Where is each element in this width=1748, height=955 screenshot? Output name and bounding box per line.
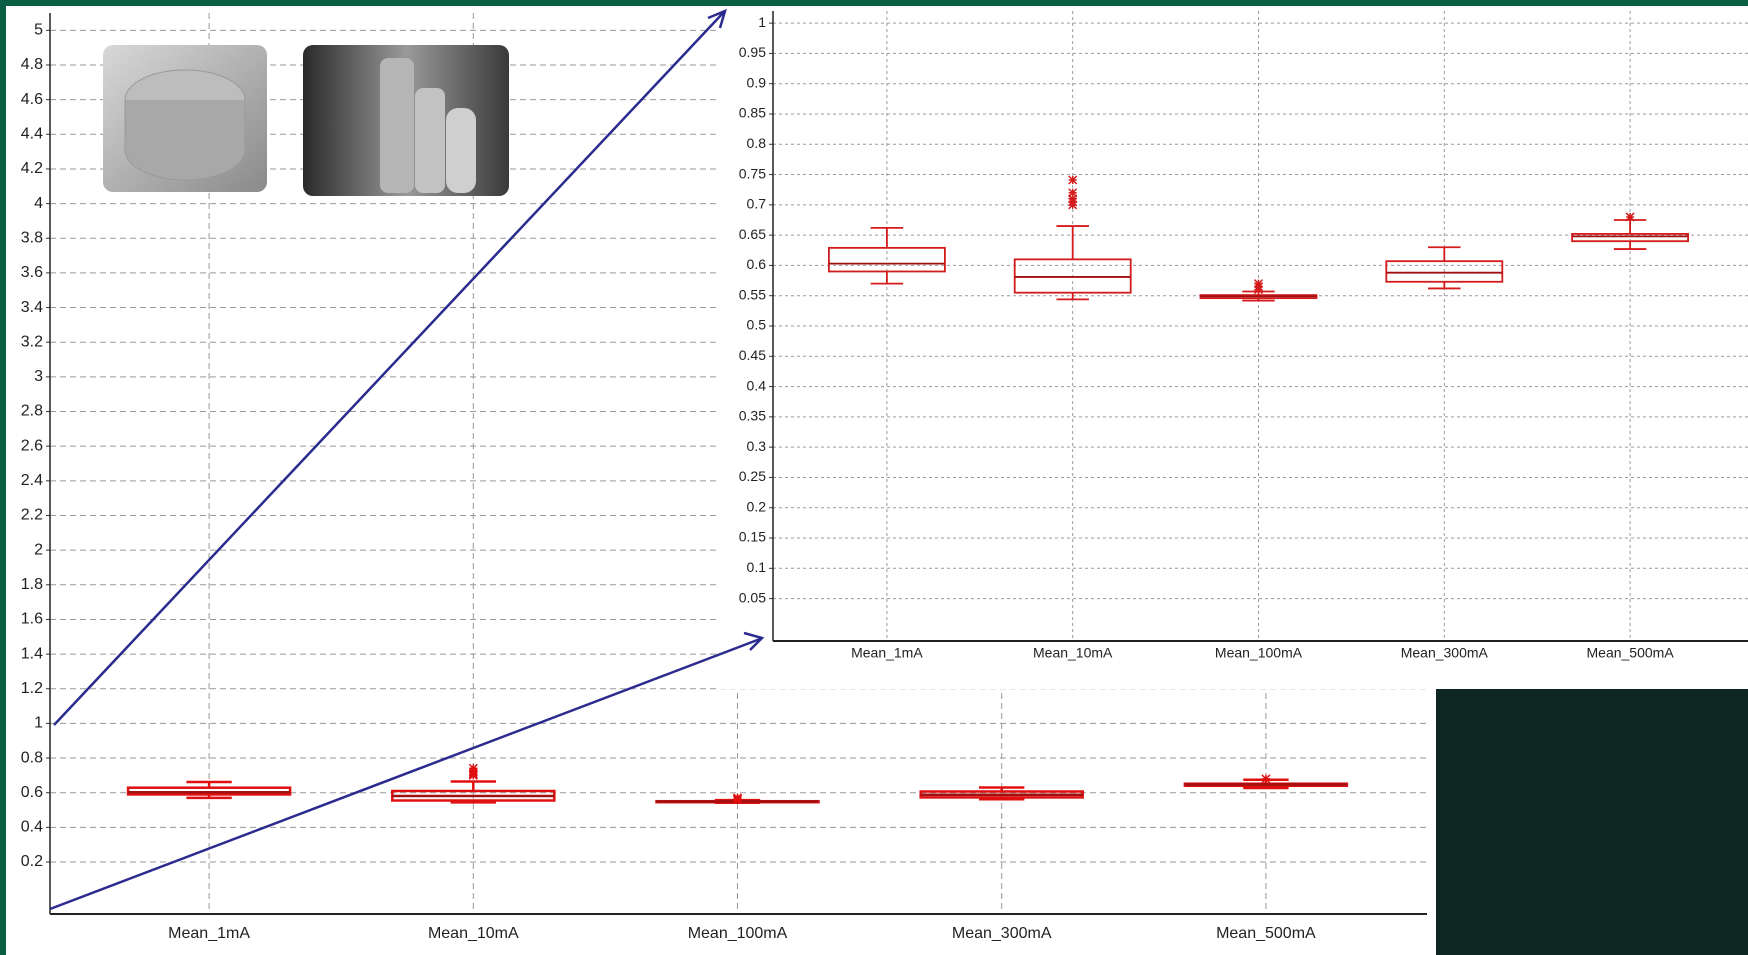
y-tick-label: 2 bbox=[34, 541, 43, 558]
y-tick-label: 4 bbox=[34, 195, 43, 212]
y-tick-label: 2.6 bbox=[21, 437, 43, 454]
y-tick-label: 0.25 bbox=[739, 468, 766, 484]
y-tick-label: 0.35 bbox=[739, 408, 766, 424]
sem-images bbox=[103, 45, 509, 196]
y-tick-label: 0.05 bbox=[739, 589, 766, 605]
pillar bbox=[446, 108, 476, 193]
y-tick-label: 0.15 bbox=[739, 529, 766, 545]
y-tick-label: 2.8 bbox=[21, 403, 43, 420]
y-tick-label: 0.45 bbox=[739, 347, 766, 363]
x-tick-label: Mean_300mA bbox=[952, 925, 1052, 942]
box bbox=[828, 246, 946, 273]
x-tick-label: Mean_300mA bbox=[1401, 645, 1489, 661]
x-tick-label: Mean_1mA bbox=[168, 925, 250, 942]
zoom-arrows bbox=[49, 8, 765, 911]
y-tick-label: 0.2 bbox=[21, 853, 43, 870]
right-panel bbox=[717, 6, 1748, 689]
outlier bbox=[1068, 200, 1078, 210]
outlier bbox=[468, 770, 478, 780]
y-tick-label: 1.8 bbox=[21, 576, 43, 593]
arrow-head bbox=[743, 631, 765, 651]
box bbox=[1385, 260, 1504, 283]
y-tick-label: 0.3 bbox=[747, 438, 767, 454]
outlier bbox=[732, 795, 743, 805]
box bbox=[1013, 258, 1132, 294]
y-tick-label: 0.6 bbox=[21, 784, 43, 801]
y-tick-label: 1 bbox=[758, 14, 766, 30]
y-tick-label: 0.9 bbox=[747, 74, 767, 90]
zoom-chart: 0.05 0.1 0.15 0.2 0.25 0.3 0.35 0.4 0.45 0.5 0.55 0… bbox=[739, 11, 1748, 661]
x-tick-label: Mean_100mA bbox=[688, 925, 788, 942]
y-tick-label: 0.55 bbox=[739, 286, 766, 302]
pillar bbox=[415, 88, 445, 193]
y-tick-label: 0.85 bbox=[739, 105, 766, 121]
dark-panel bbox=[1436, 689, 1748, 955]
x-tick-label: Mean_100mA bbox=[1215, 645, 1303, 661]
y-tick-label: 3.4 bbox=[21, 299, 43, 316]
y-tick-label: 1 bbox=[34, 715, 43, 732]
y-tick-label: 0.4 bbox=[21, 819, 43, 836]
y-tick-label: 3.2 bbox=[21, 333, 43, 350]
x-tick-label: Mean_10mA bbox=[428, 925, 519, 942]
y-tick-label: 0.4 bbox=[747, 377, 767, 393]
y-tick-label: 0.75 bbox=[739, 165, 766, 181]
y-tick-label: 0.5 bbox=[747, 317, 767, 333]
box bbox=[1571, 233, 1689, 243]
arrow-line bbox=[49, 637, 761, 911]
y-tick-label: 1.6 bbox=[21, 611, 43, 628]
y-tick-label: 4.4 bbox=[21, 126, 43, 143]
y-tick-label: 0.6 bbox=[747, 256, 767, 272]
outlier bbox=[1253, 285, 1264, 295]
y-tick-label: 0.65 bbox=[739, 226, 766, 242]
y-tick-label: 0.1 bbox=[747, 559, 767, 575]
cylinder-side bbox=[124, 100, 246, 181]
x-tick-label: Mean_500mA bbox=[1216, 925, 1316, 942]
y-tick-label: 0.7 bbox=[747, 196, 767, 212]
outlier bbox=[1261, 774, 1271, 784]
y-tick-label: 3 bbox=[34, 368, 43, 385]
y-tick-label: 2.4 bbox=[21, 472, 43, 489]
y-tick-label: 0.8 bbox=[21, 749, 43, 766]
y-tick-label: 5 bbox=[34, 22, 43, 39]
x-tick-label: Mean_10mA bbox=[1033, 645, 1113, 661]
y-tick-label: 4.6 bbox=[21, 91, 43, 108]
arrow-line bbox=[53, 12, 724, 726]
y-tick-label: 0.2 bbox=[747, 498, 767, 514]
y-tick-label: 3.8 bbox=[21, 229, 43, 246]
y-tick-label: 3.6 bbox=[21, 264, 43, 281]
outlier bbox=[1068, 175, 1078, 185]
x-tick-label: Mean_1mA bbox=[851, 645, 923, 661]
y-tick-label: 0.95 bbox=[739, 44, 766, 60]
pillar bbox=[380, 58, 414, 193]
outlier bbox=[1625, 212, 1635, 222]
y-tick-label: 4.8 bbox=[21, 56, 43, 73]
x-tick-label: Mean_500mA bbox=[1587, 645, 1675, 661]
y-tick-label: 1.2 bbox=[21, 680, 43, 697]
y-tick-label: 0.8 bbox=[747, 135, 767, 151]
y-tick-label: 1.4 bbox=[21, 645, 43, 662]
arrow-head bbox=[707, 8, 727, 29]
outlier bbox=[1068, 188, 1078, 198]
y-tick-label: 4.2 bbox=[21, 160, 43, 177]
y-tick-label: 2.2 bbox=[21, 507, 43, 524]
